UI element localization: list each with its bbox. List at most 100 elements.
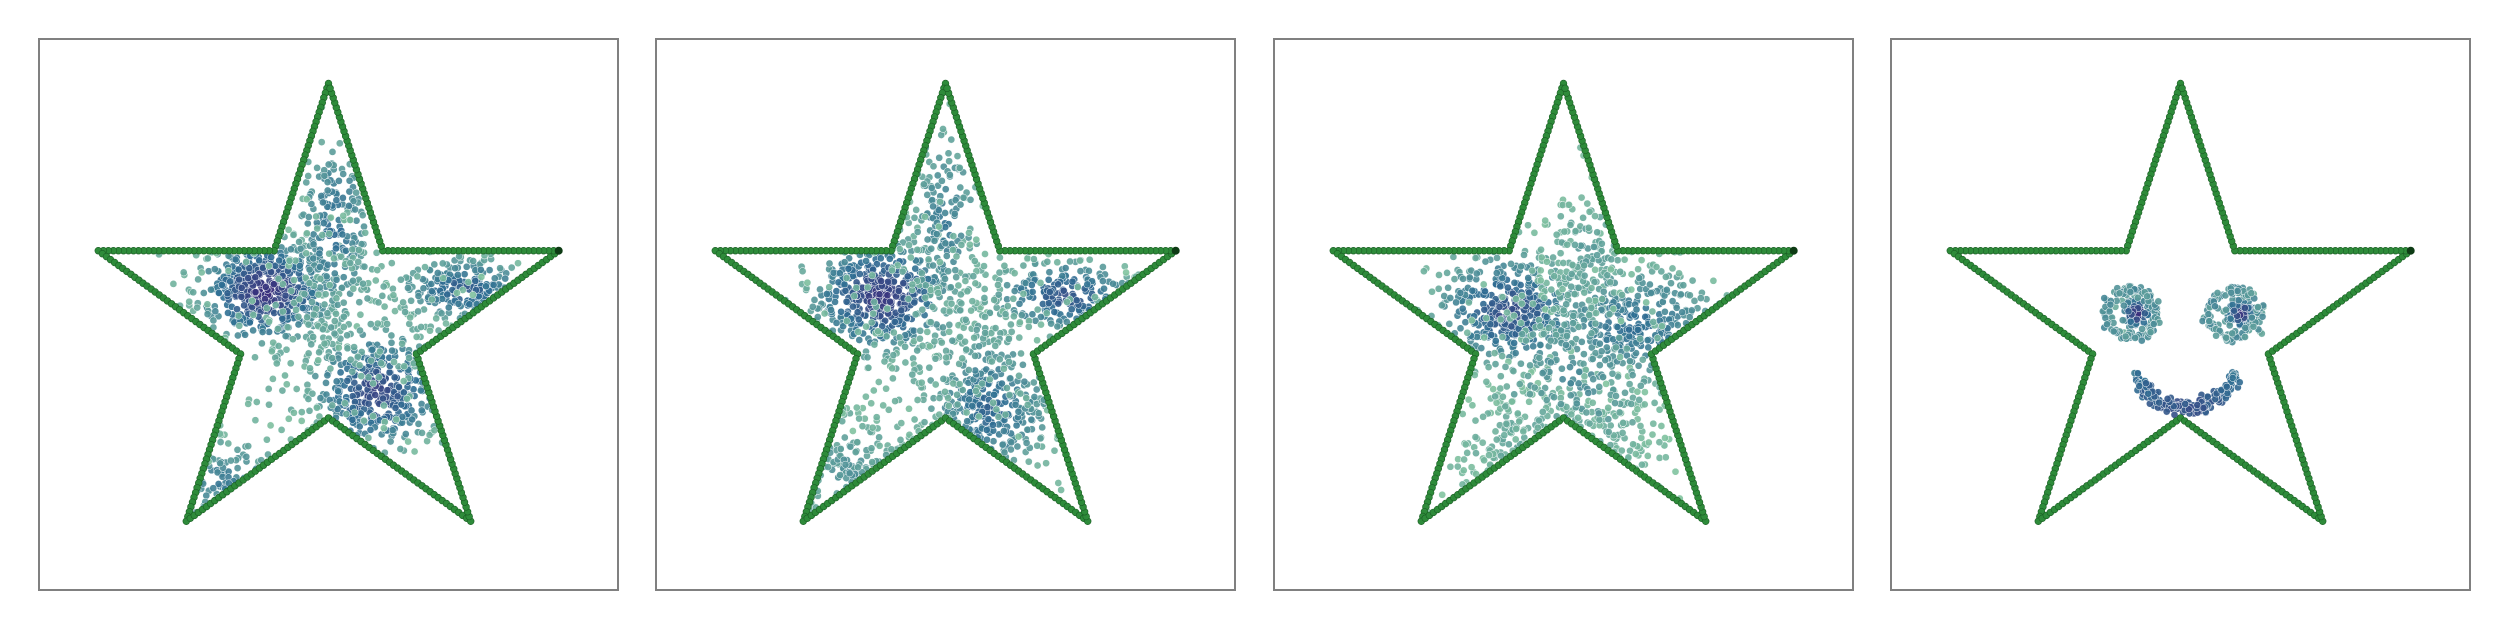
scatter-point <box>1558 285 1567 294</box>
scatter-point <box>981 313 989 321</box>
scatter-point <box>469 291 477 299</box>
scatter-point <box>1688 276 1697 285</box>
scatter-point <box>1467 463 1476 472</box>
scatter-point <box>994 290 1003 299</box>
scatter-plot-3 <box>1329 79 1798 525</box>
scatter-point <box>989 437 998 446</box>
scatter-point <box>343 376 352 385</box>
scatter-point <box>405 354 413 362</box>
scatter-point <box>437 309 446 318</box>
scatter-point <box>380 401 388 410</box>
scatter-point <box>1584 389 1593 397</box>
scatter-point <box>823 290 831 298</box>
scatter-point <box>316 394 325 402</box>
scatter-point <box>363 294 372 303</box>
scatter-point <box>368 345 377 354</box>
scatter-point <box>889 351 898 359</box>
scatter-point <box>930 337 939 346</box>
scatter-point <box>1566 363 1574 371</box>
scatter-point <box>376 347 384 356</box>
scatter-point <box>916 334 924 343</box>
scatter-point <box>442 319 450 328</box>
scatter-point <box>1635 274 1644 283</box>
scatter-point <box>913 245 922 254</box>
scatter-point <box>240 301 248 310</box>
scatter-point <box>342 246 350 255</box>
scatter-point <box>1471 416 1480 425</box>
scatter-point <box>985 375 994 384</box>
scatter-point <box>842 297 851 306</box>
scatter-point <box>1507 260 1515 268</box>
scatter-point <box>923 235 932 244</box>
scatter-point <box>1638 460 1646 469</box>
scatter-point <box>1109 279 1117 288</box>
scatter-point <box>855 336 864 344</box>
scatter-point <box>325 249 334 258</box>
scatter-point <box>941 209 949 217</box>
scatter-point <box>858 422 867 431</box>
scatter-point <box>966 195 975 204</box>
scatter-point <box>941 185 950 194</box>
scatter-point <box>1023 425 1032 434</box>
scatter-point <box>432 314 441 323</box>
scatter-point <box>906 253 915 262</box>
scatter-point <box>414 292 423 300</box>
scatter-point <box>1530 383 1539 392</box>
scatter-point <box>946 283 955 292</box>
scatter-point <box>980 262 988 270</box>
scatter-point <box>1054 299 1063 308</box>
scatter-point <box>1498 352 1507 360</box>
scatter-point <box>1498 274 1507 282</box>
scatter-point <box>1459 466 1468 475</box>
scatter-point <box>1538 369 1547 377</box>
scatter-point <box>983 403 992 412</box>
scatter-point <box>1510 390 1519 399</box>
scatter-point <box>1569 311 1578 320</box>
scatter-point <box>309 240 318 249</box>
scatter-point <box>963 287 972 296</box>
scatter-point <box>1687 306 1696 315</box>
scatter-point <box>295 238 303 246</box>
scatter-point <box>1099 277 1107 285</box>
scatter-point <box>1599 287 1608 296</box>
scatter-point <box>1565 200 1573 209</box>
scatter-point <box>1091 293 1099 301</box>
scatter-point <box>852 283 861 292</box>
scatter-point <box>258 328 267 336</box>
scatter-point <box>244 442 253 450</box>
scatter-point <box>1003 281 1011 290</box>
scatter-point <box>885 254 894 263</box>
scatter-point <box>1007 438 1016 447</box>
scatter-point <box>364 373 373 382</box>
scatter-point <box>391 404 400 412</box>
scatter-point <box>1482 314 1491 322</box>
scatter-point <box>1491 337 1500 345</box>
scatter-point <box>1662 286 1671 294</box>
scatter-point <box>252 398 261 406</box>
scatter-point <box>361 228 370 237</box>
scatter-point <box>1605 310 1614 319</box>
scatter-point <box>308 298 316 306</box>
scatter-point <box>482 282 490 291</box>
scatter-point <box>323 260 332 269</box>
scatter-point <box>970 257 979 265</box>
scatter-point <box>218 281 226 289</box>
scatter-point <box>320 300 329 309</box>
scatter-point <box>1038 423 1047 432</box>
scatter-point <box>995 355 1004 364</box>
scatter-point <box>404 437 412 446</box>
scatter-point <box>1631 450 1640 458</box>
scatter-point <box>1577 193 1586 202</box>
scatter-point <box>343 331 351 340</box>
scatter-point <box>349 284 358 293</box>
scatter-point <box>1020 377 1029 386</box>
scatter-point <box>304 213 313 221</box>
scatter-point <box>862 392 870 401</box>
scatter-point <box>1468 286 1477 295</box>
scatter-point <box>990 296 999 304</box>
scatter-point <box>813 313 822 321</box>
scatter-point <box>304 172 313 180</box>
scatter-point <box>1537 389 1546 397</box>
scatter-point <box>1007 327 1016 336</box>
scatter-point <box>1653 334 1662 342</box>
